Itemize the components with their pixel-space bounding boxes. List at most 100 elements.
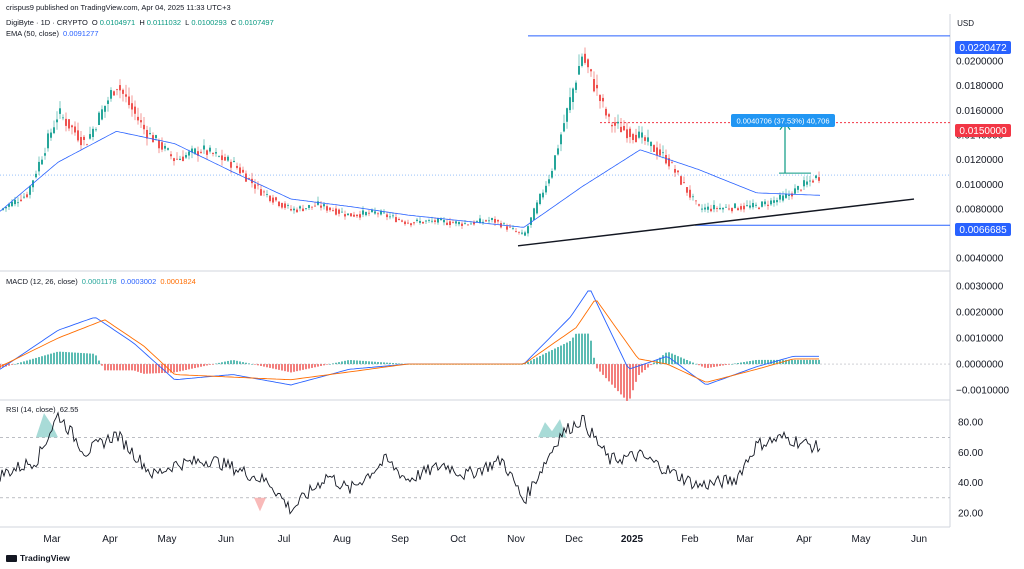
price-axis-tick: 0.0040000 xyxy=(956,254,1004,265)
candle-body xyxy=(356,214,358,217)
candle-body xyxy=(464,223,466,225)
candle-body xyxy=(593,79,595,92)
candle-body xyxy=(488,220,490,222)
candle-body xyxy=(347,213,349,216)
macd-histogram-bar xyxy=(311,364,313,368)
macd-histogram-bar xyxy=(77,352,79,365)
macd-histogram-bar xyxy=(671,353,673,365)
time-axis-tick: May xyxy=(852,534,871,545)
macd-histogram-bar xyxy=(47,354,49,365)
macd-histogram-bar xyxy=(392,363,394,365)
candle-body xyxy=(611,124,613,127)
rsi-legend[interactable]: RSI (14, close) 62.55 xyxy=(6,405,80,414)
candle-body xyxy=(218,155,220,157)
currency-label: USD xyxy=(957,19,974,28)
macd-histogram-bar xyxy=(785,359,787,365)
candle-body xyxy=(53,127,55,134)
candle-body xyxy=(26,194,28,198)
candle-body xyxy=(608,114,610,117)
rsi-overbought-fill xyxy=(36,413,58,438)
candle-body xyxy=(566,108,568,122)
candle-body xyxy=(407,222,409,224)
macd-histogram-bar xyxy=(719,364,721,366)
macd-histogram-bar xyxy=(353,360,355,365)
candle-body xyxy=(800,189,802,191)
candle-body xyxy=(404,221,406,225)
macd-histogram-bar xyxy=(185,364,187,370)
ohlc-o-label: O xyxy=(91,18,98,27)
candle-body xyxy=(545,185,547,193)
candle-body xyxy=(497,220,499,222)
candle-body xyxy=(197,151,199,156)
macd-histogram-bar xyxy=(146,364,148,374)
macd-histogram-bar xyxy=(26,360,28,365)
macd-histogram-bar xyxy=(137,364,139,372)
candle-body xyxy=(350,213,352,217)
macd-histogram-bar xyxy=(815,359,817,365)
candle-body xyxy=(542,192,544,198)
macd-histogram-bar xyxy=(749,361,751,365)
support-level-label[interactable]: 0.0066685 xyxy=(955,223,1011,236)
candle-body xyxy=(683,182,685,184)
macd-histogram-bar xyxy=(326,364,328,365)
candle-body xyxy=(419,220,421,223)
candle-body xyxy=(791,193,793,197)
target-level-label[interactable]: 0.0150000 xyxy=(955,124,1011,137)
candle-body xyxy=(548,179,550,184)
macd-histogram-bar xyxy=(704,364,706,368)
macd-histogram-bar xyxy=(56,351,58,365)
ema-legend[interactable]: EMA (50, close) 0.0091277 xyxy=(6,29,100,38)
candle-body xyxy=(620,126,622,133)
macd-histogram-bar xyxy=(239,361,241,365)
candle-body xyxy=(713,204,715,210)
support-level-text: 0.0066685 xyxy=(959,225,1007,236)
candle-body xyxy=(299,206,301,209)
candle-body xyxy=(584,53,586,63)
macd-histogram-bar xyxy=(611,364,613,385)
macd-legend[interactable]: MACD (12, 26, close) 0.0001178 0.0003002… xyxy=(6,277,198,286)
macd-histogram-bar xyxy=(758,359,760,365)
macd-histogram-bar xyxy=(134,364,136,371)
macd-histogram-bar xyxy=(362,360,364,365)
macd-histogram-bar xyxy=(743,361,745,365)
candle-body xyxy=(470,223,472,225)
macd-histogram-bar xyxy=(599,364,601,372)
macd-histogram-bar xyxy=(275,364,277,370)
price-axis-tick: 0.0080000 xyxy=(956,204,1004,215)
measure-label[interactable]: 0.0040706 (37.53%) 40,706 xyxy=(731,114,835,127)
candle-body xyxy=(650,141,652,147)
price-axis-tick: 0.0200000 xyxy=(956,57,1004,68)
tradingview-logo[interactable]: TradingView xyxy=(6,553,70,563)
macd-histogram-bar xyxy=(527,361,529,365)
macd-histogram-bar xyxy=(212,364,214,365)
candle-body xyxy=(467,224,469,226)
candle-body xyxy=(605,108,607,116)
candle-body xyxy=(176,158,178,160)
high-level-label[interactable]: 0.0220472 xyxy=(955,41,1011,54)
candle-body xyxy=(173,158,175,162)
macd-histogram-bar xyxy=(626,364,628,401)
macd-histogram-bar xyxy=(344,360,346,365)
macd-histogram-bar xyxy=(764,359,766,365)
macd-histogram-bar xyxy=(284,364,286,372)
symbol-name[interactable]: DigiByte · 1D · CRYPTO xyxy=(6,18,88,27)
macd-histogram-bar xyxy=(383,362,385,365)
macd-histogram-bar xyxy=(590,340,592,365)
macd-histogram-bar xyxy=(566,342,568,365)
macd-histogram-bar xyxy=(86,353,88,365)
rsi-oversold-fill xyxy=(254,497,266,512)
price-axis-tick: 0.0120000 xyxy=(956,155,1004,166)
macd-axis-tick: −0.0010000 xyxy=(956,386,1010,397)
ema-value: 0.0091277 xyxy=(63,29,99,38)
macd-histogram-bar xyxy=(398,363,400,365)
macd-histogram-bar xyxy=(260,364,262,366)
published-line: crispus9 published on TradingView.com, A… xyxy=(6,3,231,12)
macd-histogram-bar xyxy=(233,360,235,365)
macd-histogram-bar xyxy=(752,360,754,365)
macd-histogram-bar xyxy=(287,364,289,372)
candle-body xyxy=(686,187,688,193)
candle-body xyxy=(536,202,538,214)
candle-body xyxy=(602,97,604,102)
candle-body xyxy=(167,148,169,150)
macd-axis-tick: 0.0020000 xyxy=(956,307,1004,318)
